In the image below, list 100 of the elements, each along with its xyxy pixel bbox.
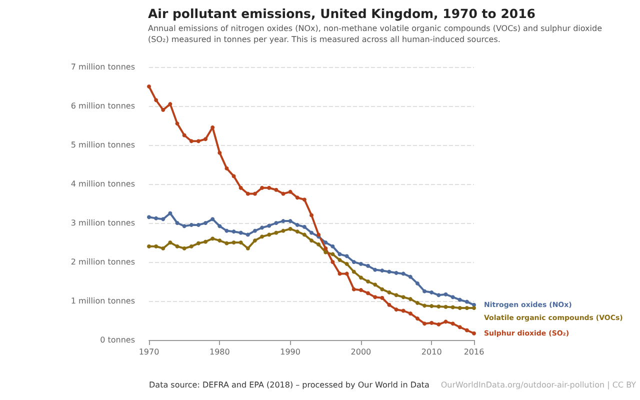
point	[458, 306, 462, 310]
point	[189, 244, 194, 248]
y-tick-label: 7 million tonnes	[70, 62, 135, 72]
point	[238, 240, 243, 244]
point	[218, 238, 222, 243]
point	[196, 241, 200, 246]
point	[252, 228, 257, 233]
point	[373, 295, 378, 300]
point	[366, 264, 370, 268]
point	[358, 276, 363, 280]
point	[408, 311, 412, 316]
point	[387, 302, 392, 307]
point	[224, 166, 229, 170]
point	[274, 230, 278, 235]
point	[387, 270, 392, 274]
point	[338, 258, 342, 262]
point	[422, 322, 427, 326]
point	[344, 262, 349, 266]
point	[161, 108, 166, 112]
point	[295, 230, 300, 234]
point	[161, 246, 166, 250]
point	[175, 244, 180, 248]
point	[295, 222, 300, 227]
point	[274, 221, 278, 225]
point	[224, 241, 229, 246]
x-tick-label: 2010	[421, 348, 442, 356]
line-series	[147, 84, 476, 336]
point	[310, 213, 314, 218]
point	[430, 320, 434, 325]
point	[168, 102, 172, 106]
point	[302, 224, 306, 229]
point	[444, 320, 448, 324]
point	[401, 272, 406, 276]
point	[218, 150, 222, 155]
point	[464, 306, 469, 310]
point	[330, 252, 335, 256]
point	[182, 224, 186, 228]
point	[352, 287, 356, 292]
point	[147, 84, 151, 88]
point	[444, 304, 448, 309]
point	[260, 234, 264, 239]
point	[422, 304, 427, 308]
point	[324, 250, 328, 254]
point	[189, 139, 194, 144]
y-tick-label: 6 million tonnes	[70, 102, 135, 110]
point	[380, 268, 384, 273]
point	[175, 221, 180, 225]
point	[464, 300, 469, 304]
point	[302, 198, 306, 202]
point	[252, 238, 257, 243]
point	[415, 316, 420, 321]
point	[366, 280, 370, 284]
point	[182, 246, 186, 250]
y-tick-label: 4 million tonnes	[70, 180, 135, 188]
point	[430, 304, 434, 308]
point	[324, 246, 328, 250]
point	[238, 186, 243, 190]
point	[210, 217, 215, 222]
point	[408, 297, 412, 302]
point	[422, 289, 427, 294]
point	[196, 222, 200, 227]
x-tick-label: 1990	[280, 348, 300, 356]
point	[472, 306, 476, 310]
y-tick-label: 0 tonnes	[100, 336, 135, 344]
point	[436, 293, 441, 298]
point	[154, 216, 158, 220]
point	[373, 282, 378, 287]
point	[324, 240, 328, 244]
point	[260, 226, 264, 230]
point	[267, 186, 272, 190]
point	[330, 260, 335, 264]
point	[288, 226, 292, 231]
point	[224, 228, 229, 233]
point	[252, 192, 257, 196]
point	[380, 287, 384, 292]
point	[204, 137, 208, 142]
point	[450, 322, 455, 326]
point	[267, 224, 272, 228]
point	[450, 295, 455, 300]
point	[281, 228, 286, 233]
point	[436, 322, 441, 326]
point	[274, 188, 278, 192]
point	[147, 244, 151, 248]
point	[366, 291, 370, 296]
point	[310, 230, 314, 235]
point	[238, 230, 243, 235]
point	[288, 219, 292, 224]
point	[232, 230, 236, 234]
point	[310, 238, 314, 243]
point	[267, 232, 272, 237]
point	[232, 240, 236, 244]
point	[281, 219, 286, 224]
x-tick-label: 1970	[138, 348, 160, 356]
point	[373, 268, 378, 272]
chart-subtitle: Annual emissions of nitrogen oxides (NOx), non-methane volatile organic compounds (VOCs) and sulphur dioxide (SO₂) measured in tonnes per year. This is measured across all human-induced sources.	[148, 24, 605, 44]
point	[246, 192, 250, 196]
y-tick-label: 3 million tonnes	[70, 218, 135, 228]
point	[394, 308, 398, 312]
point	[288, 190, 292, 194]
point	[260, 186, 264, 190]
